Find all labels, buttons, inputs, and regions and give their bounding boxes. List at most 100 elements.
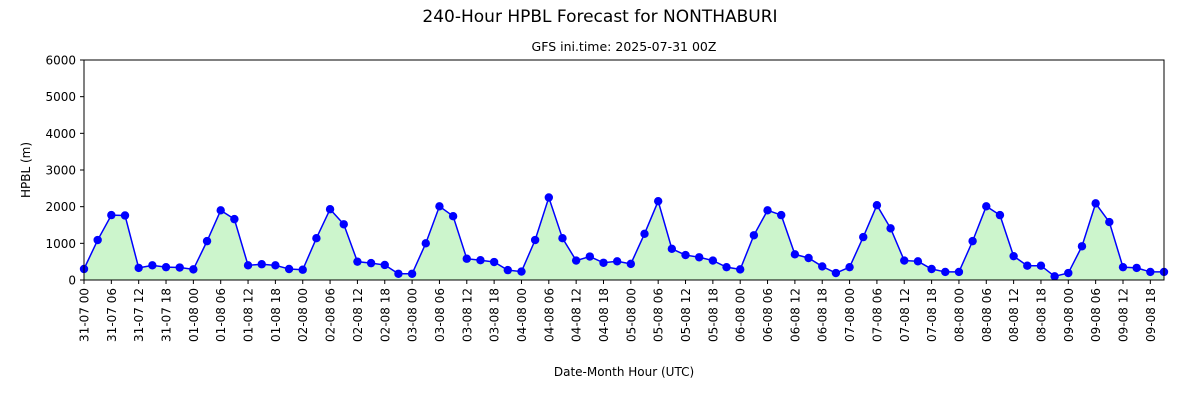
data-point [1132, 263, 1141, 273]
data-point [886, 224, 895, 233]
y-tick-label: 5000 [45, 90, 76, 104]
data-point [818, 262, 827, 271]
data-point [968, 236, 977, 246]
data-point [1105, 217, 1114, 227]
x-tick-label: 05-08 12 [679, 288, 693, 342]
data-point [448, 212, 458, 221]
x-tick-label: 09-08 12 [1116, 288, 1130, 342]
data-point [927, 264, 936, 274]
y-axis-title: HPBL (m) [19, 142, 33, 198]
data-point [243, 261, 253, 270]
data-point [558, 234, 567, 243]
data-point [612, 257, 622, 266]
x-tick-label: 05-08 00 [624, 288, 638, 342]
data-point [1091, 199, 1100, 208]
y-tick-label: 2000 [45, 200, 76, 214]
x-tick-label: 07-08 00 [843, 288, 857, 342]
y-tick-label: 0 [68, 274, 76, 288]
x-tick-label: 31-07 00 [78, 288, 92, 342]
data-point [107, 210, 116, 220]
x-tick-label: 03-08 12 [460, 288, 474, 342]
data-point [544, 193, 554, 202]
data-point [421, 239, 430, 248]
x-tick-label: 03-08 18 [488, 288, 502, 342]
data-point [489, 257, 499, 267]
data-point [736, 265, 745, 274]
x-tick-label: 07-08 18 [925, 288, 939, 342]
data-point [790, 250, 800, 259]
data-point [517, 267, 526, 276]
x-tick-label: 01-08 12 [242, 288, 256, 342]
data-point [148, 261, 157, 270]
data-point [339, 220, 348, 229]
chart-title: 240-Hour HPBL Forecast for NONTHABURI [422, 7, 777, 27]
data-point [503, 265, 512, 275]
data-point [189, 265, 198, 274]
data-point [667, 244, 677, 254]
data-point [380, 260, 389, 270]
data-point [325, 205, 335, 214]
y-tick-label: 4000 [45, 127, 76, 141]
x-axis-title: Date-Month Hour (UTC) [554, 365, 694, 379]
data-point [462, 254, 471, 263]
x-axis: 31-07 00 31-07 06 31-07 12 31-07 18 01-08 00… [78, 280, 1158, 342]
data-point [230, 214, 239, 224]
data-point [1118, 262, 1128, 272]
data-point [298, 265, 307, 274]
y-tick-label: 6000 [45, 54, 76, 68]
x-tick-label: 01-08 06 [214, 288, 228, 342]
y-tick-label: 3000 [45, 164, 76, 178]
x-tick-label: 03-08 06 [433, 288, 447, 342]
x-tick-label: 01-08 18 [269, 288, 283, 342]
data-point [982, 202, 991, 211]
data-point [1077, 242, 1087, 251]
data-point [175, 263, 184, 272]
x-tick-label: 07-08 06 [870, 288, 884, 342]
data-point [435, 202, 444, 211]
x-tick-label: 02-08 12 [351, 288, 365, 342]
data-point [394, 269, 403, 278]
data-point [626, 259, 636, 269]
x-tick-label: 06-08 06 [761, 288, 775, 342]
x-tick-label: 06-08 18 [816, 288, 830, 342]
data-point [216, 206, 225, 215]
y-axis: 0 1000 2000 3000 4000 5000 6000 [45, 54, 84, 288]
data-point [995, 210, 1005, 220]
data-point [134, 263, 143, 273]
data-point [353, 257, 362, 266]
data-point [120, 211, 130, 220]
data-point [763, 206, 772, 215]
data-point [407, 269, 417, 278]
data-point [571, 256, 581, 265]
data-point [749, 231, 759, 240]
x-tick-label: 07-08 12 [898, 288, 912, 342]
data-point [312, 234, 321, 243]
x-tick-label: 01-08 00 [187, 288, 201, 342]
x-tick-label: 06-08 12 [788, 288, 802, 342]
data-point [845, 262, 854, 272]
x-tick-label: 08-08 00 [952, 288, 966, 342]
data-point [872, 201, 882, 210]
data-point [202, 236, 212, 246]
x-tick-label: 31-07 18 [160, 288, 174, 342]
data-point [599, 258, 608, 267]
data-point [722, 262, 731, 272]
data-point [913, 257, 923, 266]
data-point [1064, 268, 1073, 278]
plot-frame [83, 59, 1165, 281]
data-point [530, 235, 540, 245]
data-point [161, 262, 171, 272]
data-point [941, 267, 950, 277]
x-tick-label: 08-08 12 [1007, 288, 1021, 342]
x-tick-label: 08-08 06 [980, 288, 994, 342]
data-point [1023, 261, 1032, 270]
x-tick-label: 02-08 00 [296, 288, 310, 342]
x-tick-label: 08-08 18 [1034, 288, 1048, 342]
data-point [1050, 272, 1059, 281]
x-tick-label: 04-08 00 [515, 288, 529, 342]
data-point [284, 264, 294, 274]
data-point [777, 210, 786, 220]
x-tick-label: 02-08 18 [378, 288, 392, 342]
data-point [708, 256, 718, 265]
